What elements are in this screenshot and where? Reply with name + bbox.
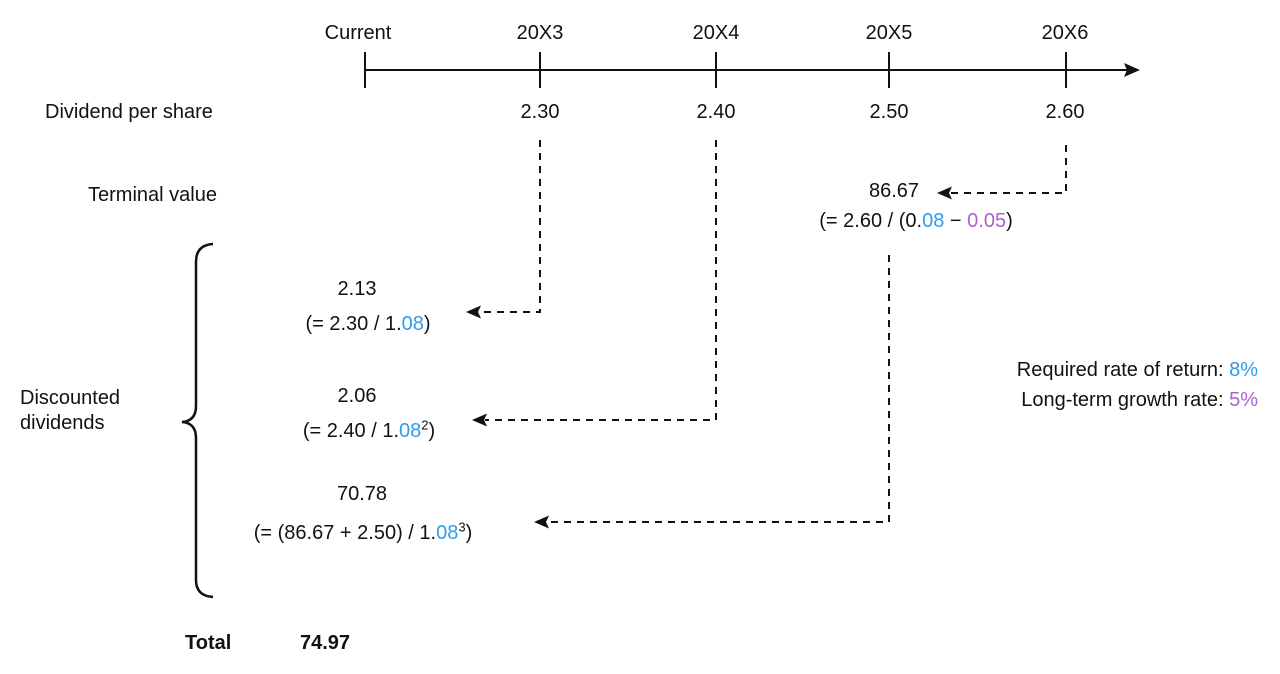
required-rate-value: 8% (1229, 359, 1258, 381)
timeline-label-20x3: 20X3 (516, 22, 564, 44)
terminal-formula-required-rate: 08 (922, 210, 945, 232)
terminal-formula-growth-rate: 0.05 (967, 210, 1007, 232)
terminal-value-formula: (= 2.60 / (0.08 − 0.05) (819, 210, 1013, 233)
discounted-formula-2-pre: (= 2.40 / 1. (302, 420, 400, 442)
growth-rate-value: 5% (1229, 389, 1258, 411)
total-value: 74.97 (300, 632, 351, 654)
dividend-value-20x3: 2.30 (520, 101, 560, 123)
timeline-label-current: Current (324, 22, 392, 44)
connector-discounted-2 (485, 140, 717, 421)
terminal-formula-pre: (= 2.60 / (0. (819, 210, 923, 232)
connector-terminal-value (948, 145, 1067, 194)
discounted-formula-3-rate: 08 (436, 522, 459, 544)
dividend-value-20x4: 2.40 (696, 101, 736, 123)
rate-assumptions: Required rate of return: 8% Long-term gr… (1017, 355, 1258, 415)
discounted-formula-3-exponent: 3 (458, 519, 466, 535)
arrowhead-discounted-1-icon (466, 305, 481, 319)
terminal-formula-post: ) (1006, 210, 1013, 232)
discounted-value-2: 2.06 (337, 385, 377, 407)
connector-discounted-1 (479, 140, 541, 313)
discounted-formula-1-pre: (= 2.30 / 1. (305, 313, 402, 335)
terminal-formula-minus: − (944, 210, 968, 232)
discounted-formula-2-exponent: 2 (421, 417, 429, 433)
discounted-formula-2-rate: 08 (399, 420, 422, 442)
arrowhead-discounted-2-icon (472, 413, 487, 427)
discounted-dividends-label: Discounted dividends (20, 386, 120, 436)
timeline-label-20x5: 20X5 (865, 22, 913, 44)
connector-discounted-3 (547, 255, 890, 523)
discounted-formula-1-rate: 08 (401, 313, 424, 335)
required-rate-line: Required rate of return: 8% (1017, 355, 1258, 385)
dividend-value-20x6: 2.60 (1045, 101, 1085, 123)
total-label: Total (185, 632, 232, 654)
timeline-arrowhead-icon (1124, 63, 1140, 77)
growth-rate-label: Long-term growth rate: (1021, 389, 1230, 411)
timeline-label-20x6: 20X6 (1041, 22, 1089, 44)
discounted-formula-3-pre: (= (86.67 + 2.50) / 1. (253, 522, 437, 544)
discounted-formula-3-post: ) (465, 522, 473, 544)
discounted-value-1: 2.13 (337, 278, 377, 300)
discounted-dividends-label-line2: dividends (20, 412, 105, 434)
discounted-dividends-brace (181, 242, 214, 599)
timeline-label-20x4: 20X4 (692, 22, 740, 44)
discounted-formula-1: (= 2.30 / 1.08) (305, 313, 430, 336)
dividend-row-label: Dividend per share (45, 101, 213, 123)
discounted-formula-3: (= (86.67 + 2.50) / 1.083) (253, 519, 473, 545)
discounted-dividends-label-line1: Discounted (20, 387, 121, 409)
growth-rate-line: Long-term growth rate: 5% (1017, 385, 1258, 415)
arrowhead-terminal-value-icon (937, 186, 952, 200)
terminal-value: 86.67 (868, 180, 920, 202)
required-rate-label: Required rate of return: (1016, 359, 1230, 381)
discounted-formula-2-post: ) (428, 420, 436, 442)
dividend-value-20x5: 2.50 (869, 101, 909, 123)
discounted-formula-2: (= 2.40 / 1.082) (302, 417, 436, 443)
terminal-value-label: Terminal value (88, 184, 217, 206)
discounted-formula-1-post: ) (423, 313, 431, 335)
discounted-value-3: 70.78 (336, 483, 388, 505)
arrowhead-discounted-3-icon (534, 515, 549, 529)
